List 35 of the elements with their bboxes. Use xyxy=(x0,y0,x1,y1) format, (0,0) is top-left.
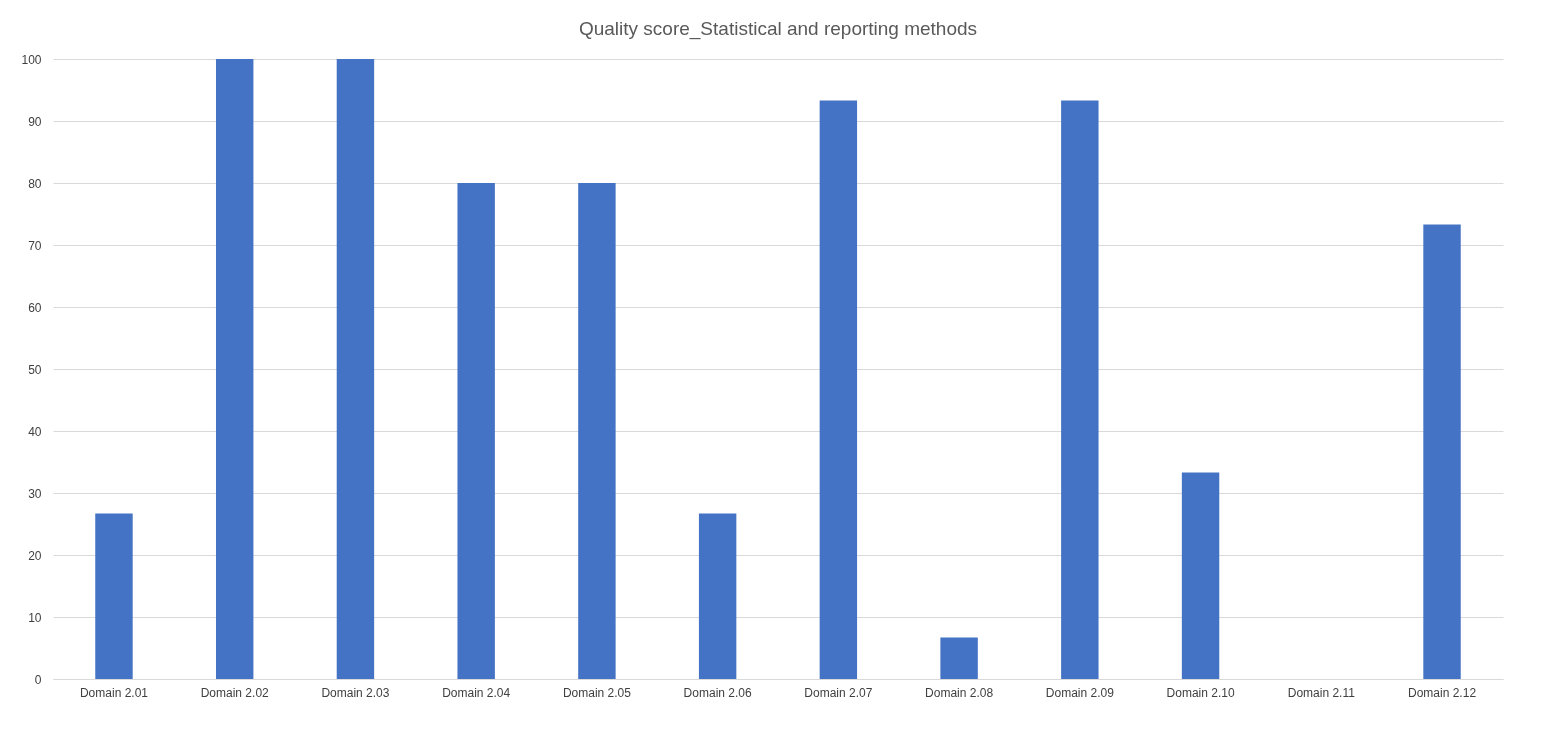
y-tick-label: 100 xyxy=(21,52,42,67)
x-tick-label: Domain 2.12 xyxy=(1408,685,1477,700)
y-tick-label: 90 xyxy=(28,114,42,129)
bar xyxy=(457,183,495,679)
bar xyxy=(95,513,133,679)
y-tick-label: 40 xyxy=(28,424,42,439)
bar xyxy=(336,59,375,679)
y-tick-label: 50 xyxy=(28,362,42,377)
x-tick-label: Domain 2.09 xyxy=(1045,685,1115,700)
bar xyxy=(1061,100,1099,679)
x-tick-label: Domain 2.10 xyxy=(1166,685,1235,700)
bar xyxy=(1181,472,1220,679)
y-tick-label: 30 xyxy=(28,486,42,501)
bar xyxy=(578,183,616,679)
y-tick-label: 10 xyxy=(28,610,42,625)
x-tick-label: Domain 2.05 xyxy=(562,685,632,700)
x-tick-label: Domain 2.03 xyxy=(321,685,390,700)
x-tick-label: Domain 2.08 xyxy=(925,685,994,700)
x-tick-label: Domain 2.02 xyxy=(200,685,270,700)
chart-title: Quality score_Statistical and reporting methods xyxy=(578,18,978,40)
y-tick-label: 60 xyxy=(28,300,42,315)
bar xyxy=(1423,224,1461,679)
y-tick-label: 20 xyxy=(28,548,42,563)
bar xyxy=(215,59,254,679)
bar xyxy=(940,637,978,679)
x-tick-label: Domain 2.01 xyxy=(79,685,149,700)
y-tick-label: 80 xyxy=(28,176,42,191)
y-tick-label: 70 xyxy=(28,238,42,253)
x-tick-label: Domain 2.11 xyxy=(1287,685,1356,700)
bar xyxy=(698,513,737,679)
y-tick-label: 0 xyxy=(34,672,42,687)
bar xyxy=(819,100,858,679)
x-tick-label: Domain 2.07 xyxy=(804,685,873,700)
x-tick-label: Domain 2.06 xyxy=(683,685,752,700)
x-tick-label: Domain 2.04 xyxy=(442,685,511,700)
